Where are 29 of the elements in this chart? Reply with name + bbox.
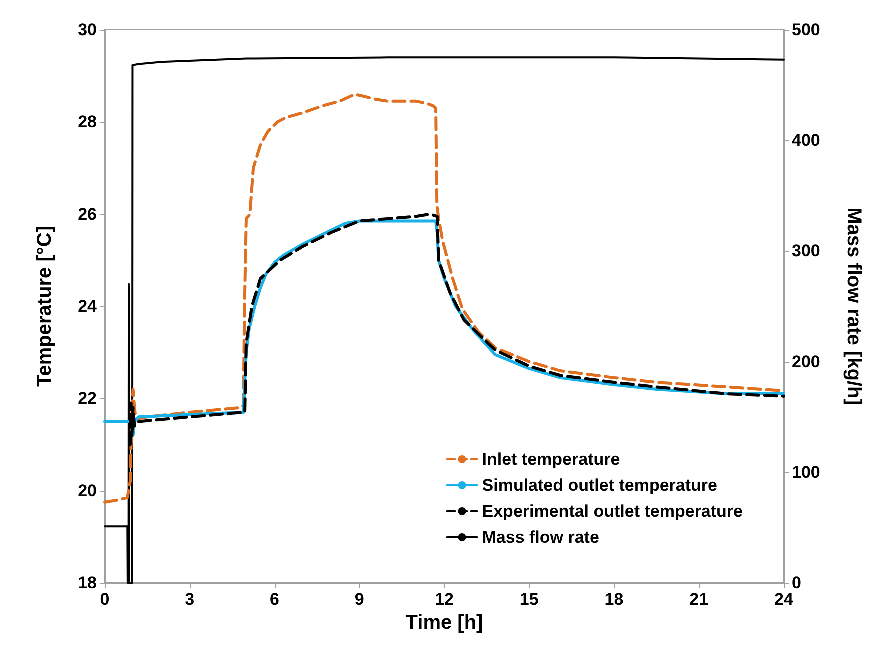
x-tick-label: 12 bbox=[435, 590, 454, 609]
y-tick-label: 28 bbox=[78, 112, 97, 132]
legend-label: Experimental outlet temperature bbox=[482, 502, 744, 521]
y2-tick-label: 0 bbox=[792, 574, 802, 592]
y-tick-label: 30 bbox=[78, 20, 97, 40]
y2-tick-label: 400 bbox=[792, 131, 820, 150]
legend-label: Mass flow rate bbox=[482, 528, 600, 547]
legend-label: Inlet temperature bbox=[482, 450, 620, 469]
x-tick-label: 0 bbox=[100, 590, 110, 609]
y2-tick-label: 100 bbox=[792, 462, 820, 482]
y-axis-title: Temperature [°C] bbox=[34, 226, 56, 387]
x-tick-label: 15 bbox=[520, 590, 539, 609]
x-tick-label: 9 bbox=[354, 590, 364, 609]
x-axis-title: Time [h] bbox=[406, 612, 484, 634]
y-tick-label: 18 bbox=[78, 574, 97, 592]
legend-label: Simulated outlet temperature bbox=[482, 476, 718, 495]
x-tick-label: 24 bbox=[774, 590, 794, 609]
y2-tick-label: 300 bbox=[792, 242, 820, 261]
y-tick-label: 22 bbox=[78, 389, 97, 408]
y2-tick-label: 200 bbox=[792, 352, 820, 372]
x-tick-label: 18 bbox=[604, 590, 624, 609]
x-tick-label: 6 bbox=[270, 590, 280, 609]
y2-axis-title: Mass flow rate [kg/h] bbox=[843, 208, 865, 406]
y-tick-label: 20 bbox=[78, 481, 97, 500]
y2-tick-label: 500 bbox=[792, 20, 820, 40]
x-tick-label: 21 bbox=[690, 590, 709, 609]
x-tick-label: 3 bbox=[185, 590, 195, 609]
y-tick-label: 26 bbox=[78, 204, 97, 224]
y-tick-label: 24 bbox=[78, 297, 98, 316]
